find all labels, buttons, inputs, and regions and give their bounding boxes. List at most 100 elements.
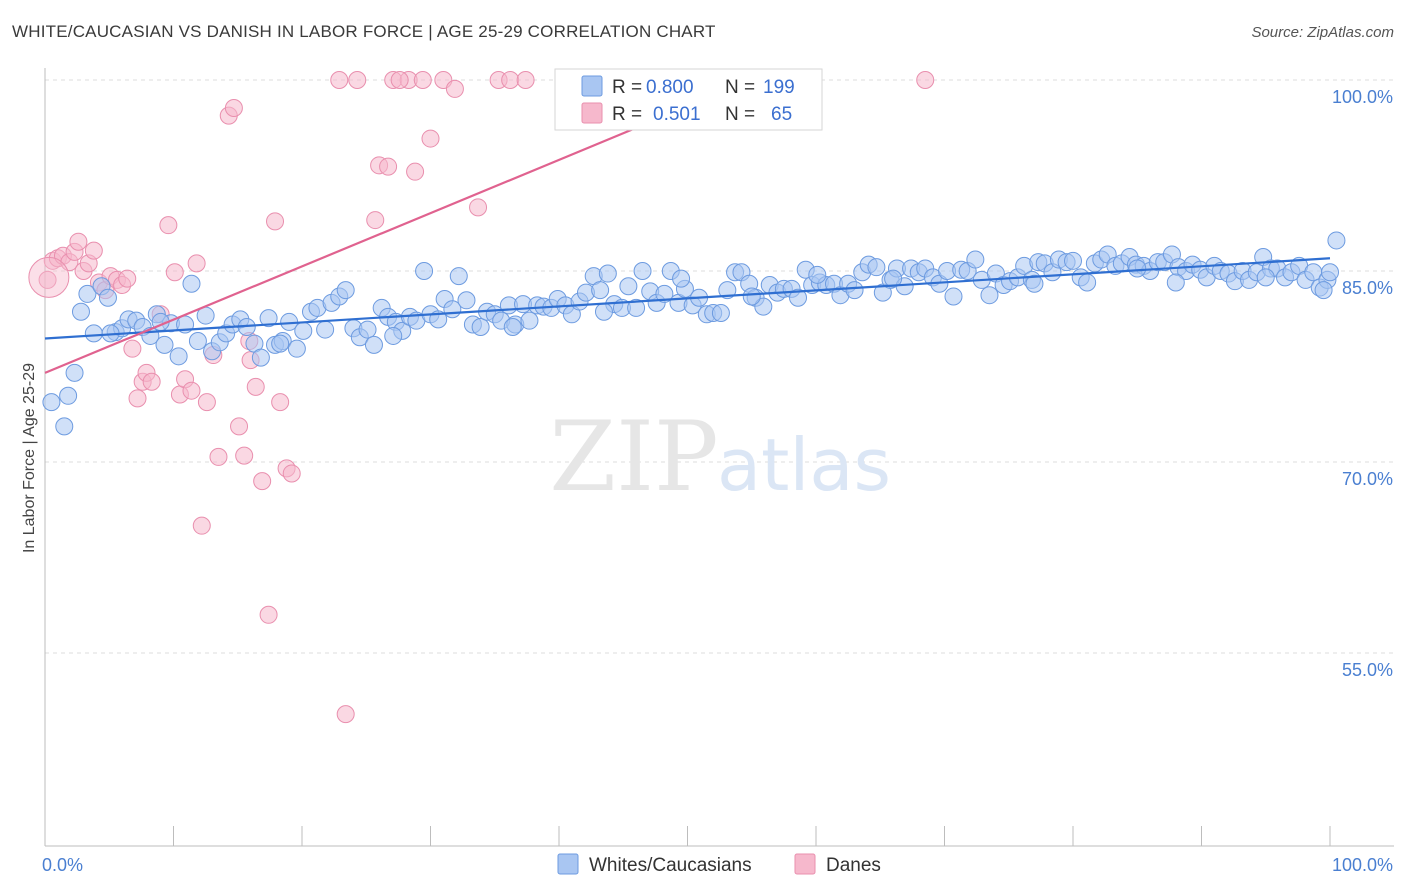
y-tick-label: 55.0% — [1342, 660, 1393, 680]
danes-point — [421, 129, 440, 148]
whites-point — [1314, 281, 1333, 300]
stats-legend: R = 0.800 N = 199 R = 0.501 N = 65 — [554, 68, 823, 131]
danes-point — [348, 71, 367, 89]
whites-point — [1064, 251, 1082, 270]
legend-r-value-2: 0.501 — [653, 104, 701, 125]
legend-n-value-1: 199 — [763, 77, 795, 98]
x-tick-label: 100.0% — [1332, 855, 1393, 875]
whites-point — [884, 269, 903, 288]
whites-point — [1078, 273, 1097, 292]
whites-point — [78, 284, 97, 303]
legend-r-label-2: R = — [612, 104, 642, 125]
whites-trend-line — [44, 257, 1331, 340]
legend-swatch-whites — [581, 75, 603, 97]
axes — [44, 68, 1394, 847]
whites-point — [98, 288, 117, 307]
series-swatch-danes — [794, 853, 816, 875]
danes-point — [224, 99, 243, 118]
whites-point — [1128, 259, 1147, 278]
legend-n-label-1: N = — [725, 77, 755, 98]
whites-point — [457, 291, 476, 310]
danes-point — [516, 71, 535, 89]
danes-point — [469, 198, 488, 217]
danes-point — [118, 269, 137, 288]
x-tick-label: 0.0% — [42, 855, 83, 875]
whites-point — [188, 332, 207, 351]
series-legend: Whites/Caucasians Danes — [557, 853, 881, 876]
whites-point — [633, 262, 652, 280]
whites-point — [1256, 268, 1275, 287]
whites-point — [271, 334, 290, 353]
danes-point — [142, 372, 161, 391]
danes-point — [916, 71, 935, 89]
whites-point — [294, 321, 313, 340]
danes-point — [69, 232, 88, 251]
watermark: ZIP atlas — [549, 401, 891, 513]
whites-point — [169, 347, 188, 366]
danes-point — [192, 516, 211, 535]
danes-point — [253, 472, 272, 491]
whites-point — [471, 318, 490, 337]
whites-point — [1166, 273, 1185, 292]
watermark-zip: ZIP — [549, 401, 718, 513]
whites-point — [287, 339, 306, 358]
danes-point — [406, 162, 425, 181]
whites-point — [358, 320, 377, 339]
whites-point — [742, 287, 761, 306]
source-label: Source: ZipAtlas.com — [1251, 24, 1394, 41]
whites-point — [59, 386, 78, 405]
danes-point — [182, 381, 201, 400]
y-axis-label: In Labor Force | Age 25-29 — [21, 363, 38, 553]
whites-point — [71, 302, 90, 321]
danes-point — [159, 216, 178, 235]
y-tick-label: 70.0% — [1342, 469, 1393, 489]
whites-point — [980, 286, 999, 305]
danes-point — [501, 71, 520, 89]
danes-point — [282, 464, 301, 483]
danes-point — [165, 263, 184, 282]
whites-point — [155, 335, 174, 354]
whites-point — [591, 281, 610, 300]
y-tick-label: 85.0% — [1342, 278, 1393, 298]
whites-point — [789, 288, 808, 307]
whites-point — [55, 417, 74, 436]
whites-point — [672, 269, 691, 288]
danes-point — [379, 157, 398, 176]
danes-point — [266, 212, 285, 231]
danes-points — [28, 71, 935, 724]
whites-point — [808, 265, 827, 284]
whites-point — [867, 258, 886, 277]
whites-point — [754, 297, 773, 316]
chart-title: WHITE/CAUCASIAN VS DANISH IN LABOR FORCE… — [12, 22, 716, 41]
danes-point — [259, 605, 278, 624]
danes-point — [197, 393, 216, 412]
whites-point — [619, 277, 638, 296]
danes-point — [413, 71, 432, 89]
whites-point — [251, 348, 270, 367]
whites-point — [259, 309, 278, 328]
danes-point — [390, 71, 409, 89]
legend-n-label-2: N = — [725, 104, 755, 125]
danes-point — [209, 447, 228, 466]
whites-point — [655, 284, 674, 303]
whites-point — [503, 318, 522, 337]
danes-point — [235, 446, 254, 465]
danes-point — [366, 211, 385, 230]
whites-point — [944, 287, 963, 306]
whites-point — [449, 267, 468, 286]
whites-point — [1025, 274, 1044, 293]
legend-r-value-1: 0.800 — [646, 77, 694, 98]
whites-point — [384, 326, 403, 345]
tick-labels: 100.0% 85.0% 70.0% 55.0% 0.0% 100.0% — [42, 87, 1393, 875]
danes-point — [445, 79, 464, 98]
whites-point — [42, 393, 61, 412]
whites-point — [594, 302, 613, 321]
whites-point — [84, 324, 103, 343]
whites-point — [627, 298, 646, 317]
watermark-atlas: atlas — [717, 423, 891, 507]
whites-point — [182, 274, 201, 293]
danes-point — [187, 254, 206, 273]
legend-n-value-2: 65 — [771, 104, 792, 125]
whites-point — [364, 335, 383, 354]
